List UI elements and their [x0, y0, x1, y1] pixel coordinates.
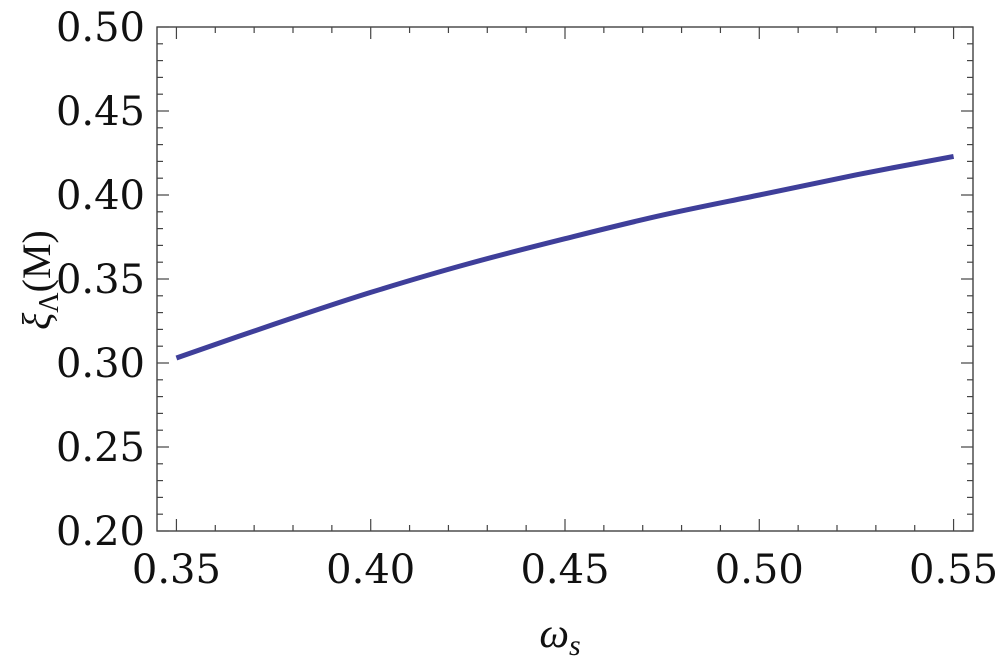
x-tick-label: 0.40 [326, 547, 415, 593]
x-axis-title: ωs [539, 611, 580, 661]
x-tick-label: 0.55 [909, 547, 998, 593]
y-tick-label: 0.40 [56, 173, 145, 219]
y-axis-title: ξΛ(M) [14, 230, 65, 330]
x-tick-labels: 0.35 0.40 0.45 0.50 0.55 [132, 547, 998, 593]
series-line [175, 153, 955, 361]
y-tick-label: 0.45 [56, 89, 145, 135]
plot-frame [156, 26, 974, 532]
y-tick-label: 0.50 [56, 5, 145, 51]
y-tick-label: 0.30 [56, 341, 145, 387]
x-tick-label: 0.50 [715, 547, 804, 593]
y-tick-label: 0.35 [56, 257, 145, 303]
y-tick-label: 0.20 [56, 509, 145, 555]
series-layer [175, 153, 955, 361]
y-tick-label: 0.25 [56, 425, 145, 471]
x-tick-label: 0.45 [520, 547, 609, 593]
tick-marks [157, 26, 973, 532]
y-tick-labels: 0.20 0.25 0.30 0.35 0.40 0.45 0.50 [56, 5, 145, 555]
x-tick-label: 0.35 [132, 547, 221, 593]
